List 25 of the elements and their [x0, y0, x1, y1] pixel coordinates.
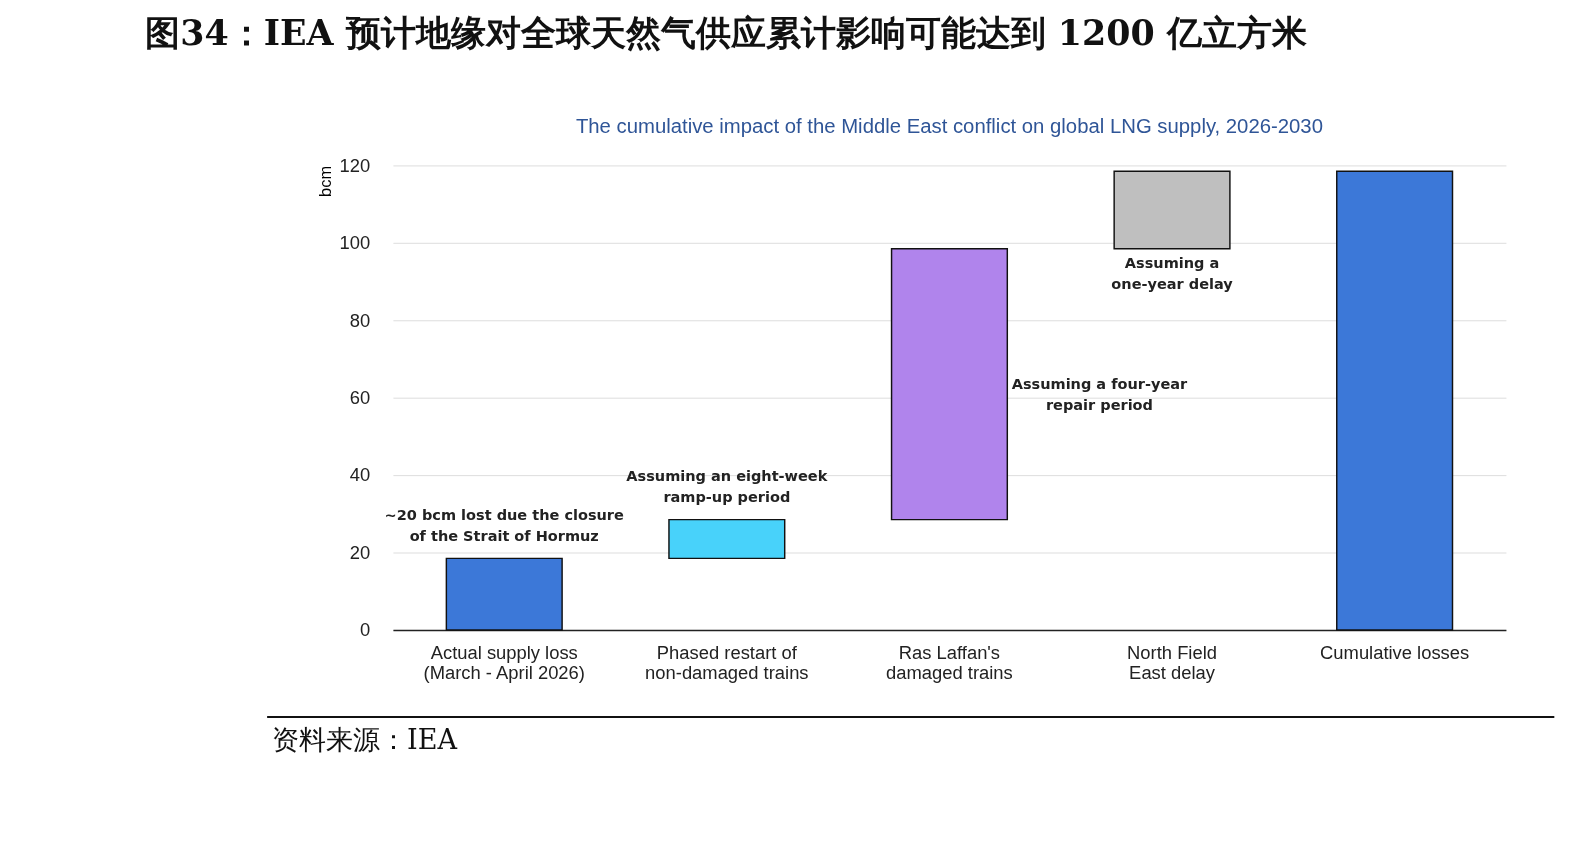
x-tick-label: Phased restart of non-damaged trains: [645, 641, 809, 683]
bar: [1113, 170, 1231, 250]
annotation: Assuming a four-year repair period: [1011, 375, 1189, 414]
annotation: Assuming an eight-week ramp-up period: [626, 467, 828, 506]
bar: [1336, 170, 1454, 631]
y-tick-label: 0: [359, 619, 371, 641]
chart-title: 图34：IEA 预计地缘对全球天然气供应累计影响可能达到 1200 亿立方米: [145, 12, 1307, 54]
y-tick-label: 20: [349, 541, 371, 563]
y-axis-title: bcm: [316, 165, 335, 197]
x-tick-label: Ras Laffan's damaged trains: [886, 641, 1013, 683]
bar: [445, 557, 563, 631]
x-tick-label: Actual supply loss (March - April 2026): [423, 641, 585, 683]
bar: [668, 518, 786, 560]
annotation: Assuming a one-year delay: [1111, 255, 1234, 293]
text: 资料来源：IEA: [271, 724, 458, 756]
y-tick-label: 80: [349, 309, 371, 331]
y-tick-label: 100: [339, 232, 371, 254]
bar: [890, 247, 1009, 521]
chart-subtitle: The cumulative impact of the Middle East conflict on global LNG supply, 2026-2030: [575, 114, 1323, 137]
y-tick-label: 40: [349, 464, 371, 486]
annotation: ~20 bcm lost due the closure of the Strait of Hormuz: [384, 506, 625, 544]
x-tick-label: Cumulative losses: [1320, 641, 1470, 663]
x-tick-label: North Field East delay: [1127, 641, 1217, 683]
y-tick-label: 60: [349, 386, 371, 408]
y-tick-label: 120: [339, 154, 371, 176]
